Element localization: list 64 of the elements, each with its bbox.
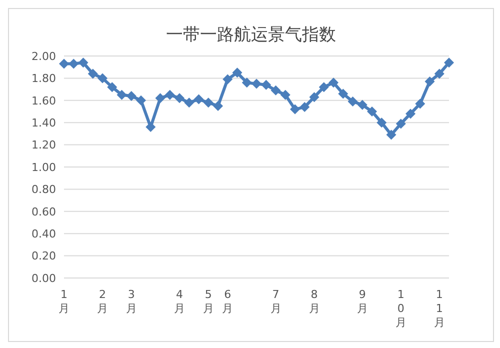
point [280,90,290,100]
point [386,130,396,140]
point [78,58,88,68]
y-tick-label: 0.80 [32,183,56,196]
point [290,104,300,114]
point [222,74,233,84]
point [318,82,329,92]
y-tick-label: 0.00 [32,272,56,285]
x-tick-label: 5月 [202,288,214,315]
point [194,94,204,104]
point [59,58,69,69]
point [328,78,338,88]
point [242,78,252,88]
y-tick-label: 0.40 [32,228,56,241]
point [146,122,156,132]
y-tick-label: 0.20 [32,250,56,263]
point [164,90,175,100]
point [136,95,146,106]
point [270,85,281,96]
x-tick-label: 11月 [434,288,445,329]
point [213,100,223,111]
x-tick-label: 2月 [97,288,108,315]
y-tick-label: 0.60 [32,205,56,218]
point [357,100,368,110]
point [434,68,444,79]
point [415,98,426,109]
point [88,68,98,79]
y-tick-label: 1.80 [32,72,56,86]
point [348,96,358,107]
point [261,80,272,90]
x-tick-label: 7月 [270,288,282,315]
point [174,93,184,104]
y-tick-label: 1.20 [32,138,56,152]
y-tick-label: 1.40 [32,116,56,130]
point [424,76,435,87]
point [116,90,127,100]
x-tick-label: 1月 [58,288,70,315]
point [367,106,377,116]
point [406,108,416,119]
point [203,98,214,108]
y-tick-label: 2.00 [32,50,56,63]
x-tick-label: 9月 [356,288,368,315]
point [376,118,387,128]
point [309,92,320,102]
point [252,78,262,89]
x-tick-label: 4月 [174,288,185,315]
x-tick-label: 6月 [222,288,234,315]
x-tick-label: 10月 [395,288,406,329]
point [107,82,118,92]
point [232,68,242,78]
point [155,93,166,104]
point [68,58,79,69]
point [300,102,310,112]
point [444,58,454,68]
point [184,98,194,108]
point [338,88,348,99]
point [126,90,136,101]
x-tick-label: 3月 [126,288,137,315]
y-tick-label: 1.00 [32,160,56,174]
x-tick-label: 8月 [308,288,320,315]
point [396,118,406,129]
y-tick-label: 1.60 [32,94,56,108]
point [98,73,108,84]
chart-title: 一带一路航运景气指数 [165,24,337,46]
